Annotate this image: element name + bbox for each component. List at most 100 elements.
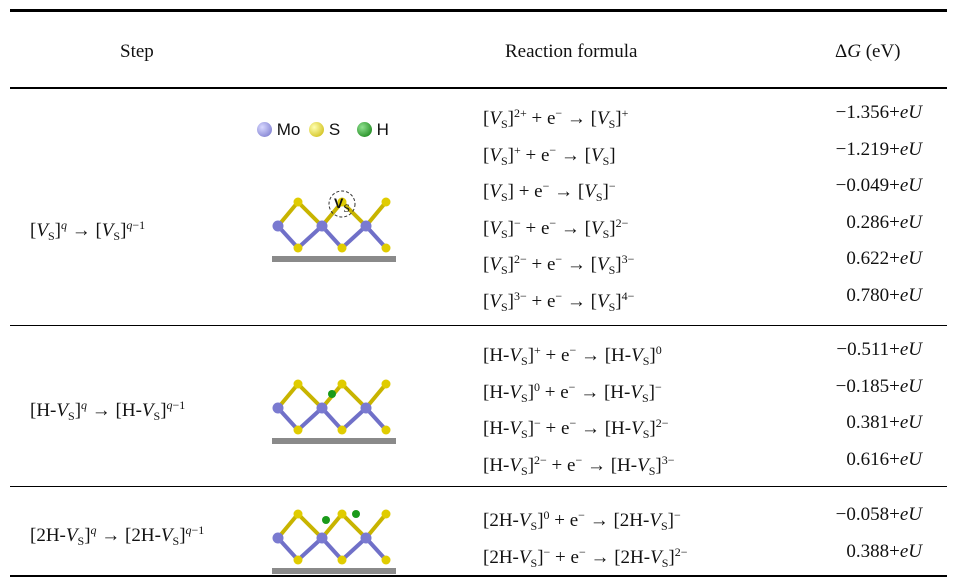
mo-atom <box>361 221 372 232</box>
styled-run: V <box>631 418 643 439</box>
styled-run: − <box>534 416 541 430</box>
text-run: [H- <box>483 382 509 403</box>
delta-g: −0.511+eU <box>836 338 922 362</box>
s-atom <box>338 510 347 519</box>
structure-image <box>270 502 400 577</box>
reaction-formula: [2H-VS]0 + e− → [2H-VS]− <box>483 503 681 538</box>
reaction-formula: [H-VS]2− + e− → [H-VS]3− <box>483 448 675 483</box>
vacancy-label: VS <box>334 191 350 220</box>
styled-run: 2− <box>514 252 527 266</box>
header-formula: Reaction formula <box>505 40 637 64</box>
header-step: Step <box>120 40 154 64</box>
styled-run: eU <box>900 102 922 123</box>
text-run: → [2H- <box>585 510 649 531</box>
mo-atom <box>273 403 284 414</box>
styled-run: V <box>509 418 521 439</box>
styled-run: eU <box>900 339 922 360</box>
reaction-formula: [2H-VS]− + e− → [2H-VS]2− <box>483 540 688 575</box>
styled-run: − <box>655 380 662 394</box>
table-page: Step Reaction formula ΔG (eV) Mo S H [VS… <box>0 0 957 577</box>
styled-run: V <box>649 510 661 531</box>
text-run: −1.219+ <box>836 139 900 160</box>
text-run: 0.780+ <box>846 285 899 306</box>
step-label: [2H-VS]q → [2H-VS]q−1 <box>30 518 204 553</box>
s-atom <box>338 380 347 389</box>
text-run: + e <box>527 291 556 312</box>
substrate <box>272 438 396 444</box>
text-run: → [ <box>562 291 597 312</box>
text-run: 0.381+ <box>846 412 899 433</box>
text-run: + e <box>521 218 550 239</box>
text-run: [H- <box>483 418 509 439</box>
group-rule <box>10 325 947 326</box>
s-atom <box>294 380 303 389</box>
styled-run: + <box>622 106 629 120</box>
styled-run: V <box>56 400 68 421</box>
styled-run: 2− <box>656 416 669 430</box>
h-atom <box>352 510 360 518</box>
step-label: [VS]q → [VS]q−1 <box>30 213 145 248</box>
delta-g: 0.616+eU <box>846 448 922 472</box>
text-run: Δ <box>835 41 847 62</box>
styled-run: V <box>630 382 642 403</box>
styled-run: S <box>68 409 75 423</box>
styled-run: V <box>584 181 596 202</box>
styled-run: 3− <box>662 453 675 467</box>
text-run: → [ <box>556 145 591 166</box>
styled-run: eU <box>900 376 922 397</box>
styled-run: 2− <box>675 545 688 559</box>
header-dg: ΔG (eV) <box>835 40 901 64</box>
text-run: → [H- <box>575 382 630 403</box>
styled-run: 4− <box>622 289 635 303</box>
text-run: → [H- <box>576 418 631 439</box>
styled-run: V <box>519 510 531 531</box>
step-label: [H-VS]q → [H-VS]q−1 <box>30 393 185 428</box>
mo-swatch <box>257 122 272 137</box>
mo-atom <box>273 221 284 232</box>
reaction-formula: [VS]2− + e− → [VS]3− <box>483 247 634 282</box>
styled-run: + <box>514 143 521 157</box>
s-atom <box>382 380 391 389</box>
text-run: 0.616+ <box>846 449 899 470</box>
group-rule <box>10 486 947 487</box>
styled-run: eU <box>900 541 922 562</box>
text-run: → [H- <box>87 400 142 421</box>
styled-run: V <box>489 108 501 129</box>
delta-g: −0.185+eU <box>836 375 922 399</box>
styled-run: V <box>102 220 114 241</box>
styled-run: S <box>343 201 350 215</box>
text-run: + e <box>550 547 579 568</box>
styled-run: V <box>591 218 603 239</box>
text-run: → [H- <box>582 455 637 476</box>
styled-run: eU <box>900 175 922 196</box>
mo-atom <box>361 533 372 544</box>
delta-g: −0.058+eU <box>836 503 922 527</box>
styled-run: V <box>66 525 78 546</box>
styled-run: V <box>597 108 609 129</box>
reaction-formula: [H-VS]+ + e− → [H-VS]0 <box>483 338 662 373</box>
legend-h: H <box>377 120 389 139</box>
s-atom <box>294 556 303 565</box>
text-run: [2H- <box>483 547 519 568</box>
text-run: (eV) <box>861 41 901 62</box>
styled-run: G <box>847 41 861 62</box>
styled-run: eU <box>900 139 922 160</box>
styled-run: V <box>142 400 154 421</box>
text-run: −0.511+ <box>836 339 899 360</box>
delta-g: −1.356+eU <box>836 101 922 125</box>
styled-run: S <box>501 263 508 277</box>
legend: Mo S H <box>257 118 389 142</box>
styled-run: eU <box>900 285 922 306</box>
styled-run: − <box>609 179 616 193</box>
styled-run: V <box>509 382 521 403</box>
styled-run: S <box>501 154 508 168</box>
styled-run: − <box>674 508 681 522</box>
mo-atom <box>317 533 328 544</box>
styled-run: S <box>521 354 528 368</box>
text-run: → [2H- <box>97 525 161 546</box>
styled-run: V <box>637 455 649 476</box>
styled-run: S <box>521 464 528 478</box>
text-run: → [ <box>556 218 591 239</box>
styled-run: V <box>334 195 343 211</box>
text-run: + e <box>547 455 576 476</box>
